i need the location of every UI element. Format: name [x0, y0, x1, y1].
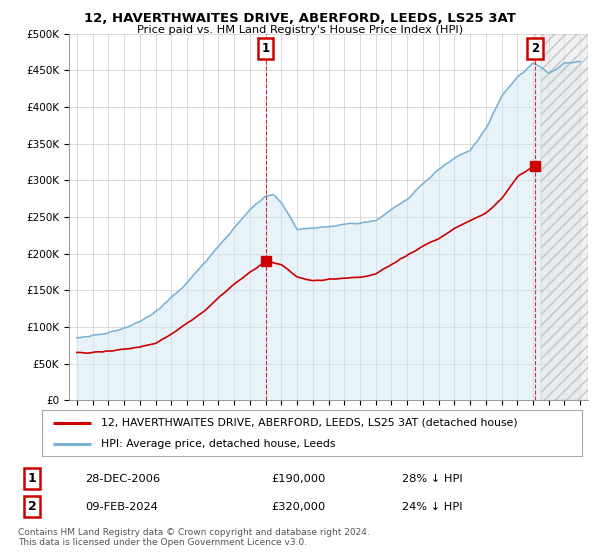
Text: HPI: Average price, detached house, Leeds: HPI: Average price, detached house, Leed… — [101, 439, 336, 449]
Text: 2: 2 — [28, 500, 37, 513]
Text: Contains HM Land Registry data © Crown copyright and database right 2024.
This d: Contains HM Land Registry data © Crown c… — [18, 528, 370, 547]
Text: 28-DEC-2006: 28-DEC-2006 — [86, 474, 161, 483]
Text: 12, HAVERTHWAITES DRIVE, ABERFORD, LEEDS, LS25 3AT (detached house): 12, HAVERTHWAITES DRIVE, ABERFORD, LEEDS… — [101, 418, 518, 428]
Bar — [541, 34, 588, 400]
Text: £190,000: £190,000 — [272, 474, 326, 483]
Text: Price paid vs. HM Land Registry's House Price Index (HPI): Price paid vs. HM Land Registry's House … — [137, 25, 463, 35]
Text: 12, HAVERTHWAITES DRIVE, ABERFORD, LEEDS, LS25 3AT: 12, HAVERTHWAITES DRIVE, ABERFORD, LEEDS… — [84, 12, 516, 25]
Text: 24% ↓ HPI: 24% ↓ HPI — [401, 502, 462, 511]
Text: 09-FEB-2024: 09-FEB-2024 — [86, 502, 158, 511]
Text: 28% ↓ HPI: 28% ↓ HPI — [401, 474, 462, 483]
Text: £320,000: £320,000 — [272, 502, 326, 511]
Text: 1: 1 — [28, 472, 37, 485]
Text: 2: 2 — [531, 42, 539, 55]
Text: 1: 1 — [262, 42, 269, 55]
